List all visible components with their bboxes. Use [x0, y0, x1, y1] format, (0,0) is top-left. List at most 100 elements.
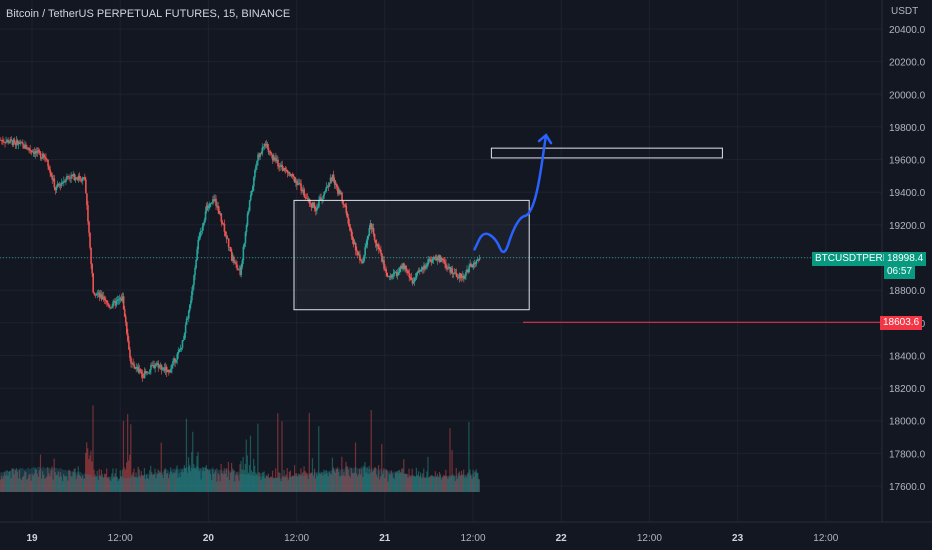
- volume-bar: [306, 473, 308, 492]
- candle-body: [349, 227, 352, 230]
- volume-bar: [280, 481, 282, 492]
- chart-title: Bitcoin / TetherUS PERPETUAL FUTURES, 15…: [6, 8, 291, 20]
- volume-bar: [14, 469, 16, 492]
- candle-body: [362, 261, 364, 264]
- candle-body: [140, 371, 143, 374]
- candle-body: [27, 147, 29, 150]
- volume-bar: [318, 426, 320, 492]
- candle-body: [452, 272, 455, 274]
- volume-bar: [16, 471, 18, 492]
- volume-bar: [73, 469, 75, 492]
- volume-bar: [43, 474, 45, 492]
- candle-body: [66, 175, 68, 180]
- time-tick-label: 21: [379, 533, 391, 544]
- volume-bar: [74, 468, 76, 492]
- candle-body: [248, 200, 251, 211]
- volume-bar: [140, 471, 142, 492]
- candle-body: [67, 175, 69, 177]
- candle-body: [395, 272, 398, 276]
- candle-body: [244, 232, 247, 244]
- candle-body: [465, 271, 467, 276]
- candle-body: [64, 181, 66, 183]
- volume-bar: [82, 478, 85, 492]
- candle-body: [391, 275, 394, 278]
- candle-body: [199, 231, 202, 238]
- candle-body: [1, 140, 3, 141]
- volume-bar: [364, 462, 366, 492]
- volume-bar: [190, 471, 192, 492]
- volume-bar: [107, 477, 109, 492]
- candle-body: [414, 277, 417, 279]
- volume-bar: [353, 472, 356, 492]
- candle-body: [219, 213, 222, 215]
- countdown-badge: 06:57: [884, 265, 916, 279]
- volume-bar: [331, 457, 333, 492]
- volume-bar: [244, 463, 246, 492]
- volume-bar: [224, 473, 226, 492]
- candle-body: [225, 235, 228, 239]
- volume-bar: [223, 468, 225, 492]
- volume-bar: [36, 473, 38, 492]
- volume-bar: [426, 471, 428, 492]
- volume-bar: [354, 442, 357, 492]
- volume-bar: [394, 472, 396, 492]
- time-tick-label: 19: [26, 533, 38, 544]
- volume-bar: [261, 473, 263, 492]
- volume-bar: [132, 472, 134, 492]
- candle-body: [265, 144, 268, 146]
- candle-body: [357, 251, 359, 255]
- candle-body: [197, 239, 199, 250]
- volume-bar: [189, 464, 191, 492]
- volume-bar: [443, 474, 445, 492]
- candle-body: [278, 166, 280, 168]
- candle-body: [171, 364, 173, 369]
- volume-bar: [287, 480, 289, 492]
- volume-bar: [452, 474, 454, 492]
- volume-bar: [120, 476, 122, 492]
- candle-body: [380, 249, 382, 254]
- candle-body: [317, 206, 319, 208]
- candle-body: [373, 234, 376, 241]
- candle-body: [258, 154, 260, 157]
- candle-body: [423, 265, 425, 270]
- annotations: [293, 133, 723, 311]
- time-tick-label: 22: [556, 533, 568, 544]
- volume-bar: [9, 470, 11, 492]
- volume-bar: [455, 468, 457, 492]
- volume-bar: [399, 469, 401, 492]
- candle-body: [77, 175, 80, 181]
- candle-body: [443, 259, 445, 262]
- candle-body: [150, 365, 152, 370]
- candle-body: [108, 304, 110, 308]
- volume-bar: [178, 473, 180, 492]
- candle-body: [249, 194, 252, 201]
- volume-bar: [391, 473, 393, 492]
- candle-body: [434, 256, 437, 259]
- candle-body: [73, 173, 76, 181]
- candle-body: [110, 307, 112, 309]
- time-tick-label: 12:00: [637, 533, 662, 544]
- volume-bar: [28, 474, 30, 492]
- candle-body: [86, 193, 88, 206]
- volume-bar: [409, 476, 411, 492]
- volume-bar: [71, 476, 73, 492]
- volume-bar: [109, 479, 111, 492]
- volume-bar: [259, 472, 261, 492]
- candle-body: [107, 302, 109, 305]
- candle-body: [304, 196, 307, 198]
- volume-bar: [172, 473, 174, 492]
- candle-body: [53, 178, 56, 188]
- candle-body: [361, 260, 363, 264]
- candle-body: [254, 170, 256, 178]
- candle-body: [139, 369, 142, 372]
- volume-bar: [249, 435, 252, 492]
- volume-bar: [22, 476, 24, 492]
- candle-body: [173, 358, 175, 361]
- volume-bar: [98, 469, 100, 492]
- volume-bar: [445, 469, 447, 492]
- candle-body: [99, 294, 102, 298]
- volume-bar: [3, 475, 5, 492]
- candle-body: [149, 369, 151, 373]
- candle-body: [435, 258, 438, 261]
